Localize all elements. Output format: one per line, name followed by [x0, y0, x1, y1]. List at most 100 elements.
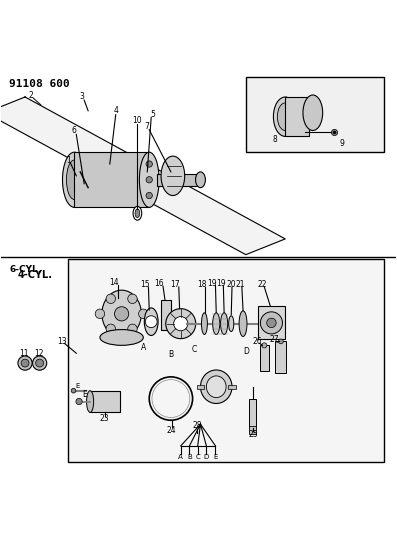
Bar [157, 174, 197, 185]
Text: 5: 5 [151, 110, 156, 119]
Text: 12: 12 [34, 349, 44, 358]
Circle shape [21, 359, 29, 367]
Text: 16: 16 [154, 279, 164, 288]
Polygon shape [0, 97, 285, 255]
Circle shape [95, 309, 105, 319]
Text: 4: 4 [113, 106, 118, 115]
Text: E: E [82, 390, 87, 399]
Bar [276, 342, 286, 373]
Text: C: C [195, 454, 200, 459]
Text: 11: 11 [19, 349, 29, 358]
Text: A: A [178, 454, 183, 459]
Bar [74, 152, 149, 207]
Circle shape [166, 309, 196, 338]
Text: 23: 23 [100, 414, 110, 423]
Circle shape [260, 312, 283, 334]
Circle shape [71, 389, 76, 393]
Ellipse shape [213, 313, 220, 335]
Text: C: C [192, 345, 197, 354]
Ellipse shape [239, 311, 247, 336]
Text: 18: 18 [198, 280, 207, 289]
Circle shape [146, 192, 152, 199]
Bar [260, 345, 269, 371]
Ellipse shape [262, 343, 267, 348]
Text: 25: 25 [248, 430, 258, 439]
Text: B: B [187, 454, 192, 459]
Circle shape [128, 294, 137, 303]
Text: 10: 10 [133, 116, 142, 125]
Text: 17: 17 [170, 280, 180, 289]
Circle shape [267, 318, 276, 328]
Bar [90, 391, 119, 413]
Text: 24: 24 [167, 426, 177, 434]
Text: 15: 15 [141, 280, 150, 289]
Text: 2: 2 [29, 91, 33, 100]
Text: E: E [213, 454, 218, 459]
Ellipse shape [100, 329, 143, 345]
Circle shape [146, 161, 152, 167]
Circle shape [76, 398, 82, 405]
Circle shape [106, 294, 116, 303]
Text: 6-CYL.: 6-CYL. [9, 264, 41, 273]
Ellipse shape [221, 313, 227, 335]
Text: 1: 1 [66, 156, 71, 165]
Circle shape [173, 317, 188, 331]
Circle shape [331, 130, 338, 135]
Text: 7: 7 [145, 122, 150, 131]
Text: 9: 9 [340, 139, 345, 148]
Text: 8: 8 [273, 135, 278, 144]
Text: 27: 27 [270, 335, 279, 344]
Bar [246, 77, 384, 152]
Ellipse shape [161, 156, 185, 196]
Ellipse shape [229, 316, 234, 332]
Ellipse shape [201, 313, 207, 335]
Bar [68, 259, 384, 462]
Ellipse shape [303, 95, 323, 131]
Ellipse shape [135, 209, 140, 217]
Text: A: A [141, 343, 146, 352]
Circle shape [146, 176, 152, 183]
Circle shape [114, 306, 129, 321]
Text: B: B [168, 350, 173, 359]
Bar [161, 300, 171, 329]
Text: 19: 19 [216, 279, 226, 288]
Text: 26: 26 [252, 337, 262, 346]
Ellipse shape [196, 172, 205, 188]
Ellipse shape [206, 376, 226, 398]
Circle shape [36, 359, 44, 367]
Bar [258, 306, 285, 340]
Bar [285, 97, 309, 136]
Bar [249, 426, 256, 434]
Circle shape [106, 324, 116, 334]
Text: 4-CYL.: 4-CYL. [17, 270, 52, 280]
Text: E: E [75, 383, 80, 389]
Bar [249, 399, 256, 428]
Ellipse shape [279, 339, 283, 344]
Text: 13: 13 [57, 337, 67, 346]
Circle shape [145, 316, 157, 328]
Ellipse shape [66, 160, 82, 199]
Text: 21: 21 [235, 280, 245, 289]
Ellipse shape [144, 308, 158, 335]
Ellipse shape [102, 290, 141, 337]
Ellipse shape [200, 370, 232, 403]
Text: 6: 6 [72, 126, 77, 135]
Text: 3: 3 [80, 93, 85, 101]
Ellipse shape [62, 152, 86, 207]
Text: 19: 19 [208, 279, 217, 288]
Circle shape [139, 309, 148, 319]
Circle shape [128, 324, 137, 334]
Ellipse shape [278, 103, 293, 131]
Bar [228, 385, 236, 389]
Ellipse shape [274, 97, 297, 136]
Text: D: D [243, 347, 249, 356]
Text: 28: 28 [193, 421, 202, 430]
Text: 14: 14 [109, 278, 119, 287]
Circle shape [333, 131, 336, 134]
Text: 20: 20 [226, 280, 236, 289]
Text: D: D [204, 454, 209, 459]
Ellipse shape [139, 152, 159, 207]
Bar [197, 385, 204, 389]
Ellipse shape [87, 391, 94, 413]
Circle shape [18, 356, 32, 370]
